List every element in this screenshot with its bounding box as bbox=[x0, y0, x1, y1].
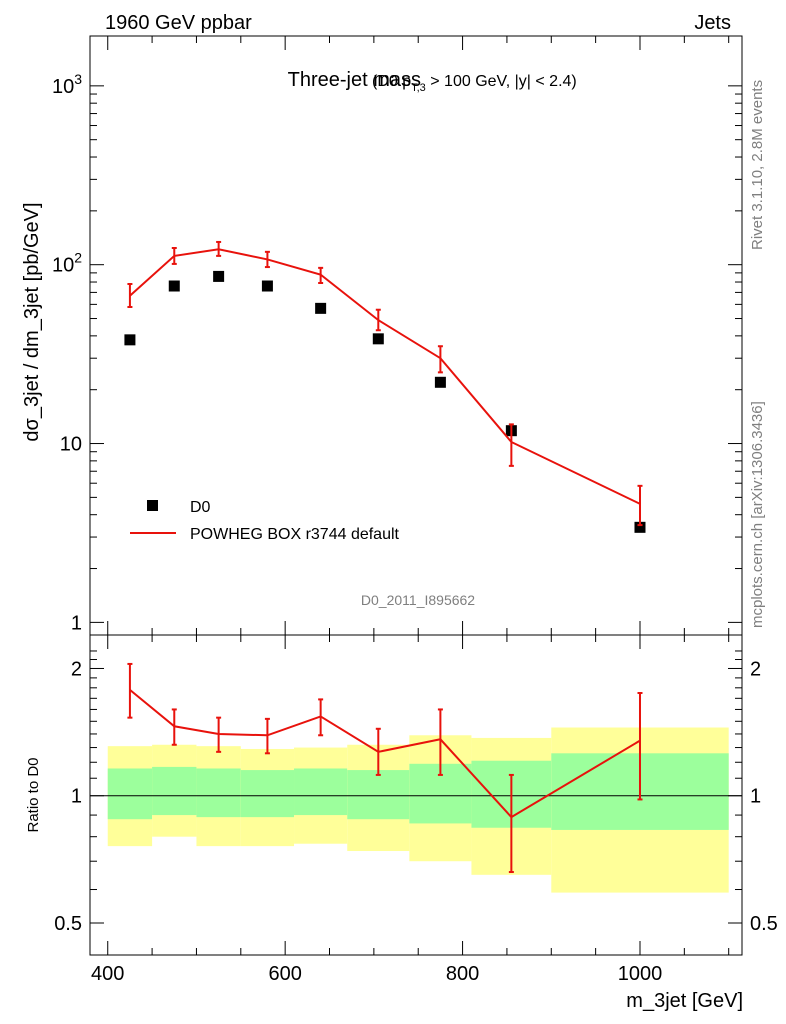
xtick-label-0: 400 bbox=[91, 963, 124, 985]
mcplots-label: mcplots.cern.ch [arXiv:1306.3436] bbox=[749, 401, 766, 628]
y-axis-label: dσ_3jet / dm_3jet [pb/GeV] bbox=[21, 202, 43, 441]
mc-line bbox=[129, 248, 641, 505]
ratio-ytick-label-r-2: 2 bbox=[750, 658, 761, 680]
main-ytick-label-3: 103 bbox=[52, 71, 82, 98]
data-point-3 bbox=[261, 280, 273, 292]
main-series bbox=[124, 240, 646, 533]
data-point-0 bbox=[124, 334, 136, 346]
data-point-2 bbox=[213, 270, 225, 282]
data-point-5 bbox=[372, 333, 384, 345]
mc-errorbar-4 bbox=[318, 266, 324, 285]
ratio-y-axis-label: Ratio to D0 bbox=[25, 757, 42, 832]
ticks bbox=[90, 36, 742, 955]
chart-subtitle-part-2: > 100 GeV, |y| < 2.4) bbox=[426, 73, 577, 90]
data-point-6 bbox=[434, 376, 446, 388]
data-point-1 bbox=[168, 280, 180, 292]
ratio-errorbar-2 bbox=[216, 716, 222, 753]
mc-errorbar-8 bbox=[637, 484, 643, 527]
band-inner-0 bbox=[107, 768, 153, 820]
ratio-frame bbox=[89, 634, 743, 956]
main-frame bbox=[89, 35, 743, 636]
legend-data-marker bbox=[147, 500, 158, 511]
band-inner-5 bbox=[347, 770, 410, 820]
chart-subtitle-subscript: T,3 bbox=[411, 82, 426, 94]
ratio-errorbar-0 bbox=[127, 662, 133, 719]
band-inner-2 bbox=[196, 768, 241, 818]
mc-errorbar-6 bbox=[437, 345, 443, 374]
ratio-ytick-label-r-0: 0.5 bbox=[750, 913, 778, 935]
x-axis-label: m_3jet [GeV] bbox=[626, 990, 743, 1012]
watermark: D0_2011_I895662 bbox=[361, 592, 475, 608]
mc-errorbar-5 bbox=[375, 308, 381, 332]
xtick-label-2: 800 bbox=[446, 963, 479, 985]
mc-errorbar-1 bbox=[171, 246, 177, 265]
ratio-ytick-label-r-1: 1 bbox=[750, 786, 761, 808]
mc-errorbar-0 bbox=[127, 282, 133, 309]
ratio-errorbar-3 bbox=[264, 717, 270, 755]
rivet-label: Rivet 3.1.10, 2.8M events bbox=[749, 80, 766, 250]
data-point-4 bbox=[315, 302, 327, 314]
mc-errorbar-2 bbox=[216, 240, 222, 257]
chart-title: Three-jet mass bbox=[288, 69, 421, 91]
legend: D0 POWHEG BOX r3744 default bbox=[130, 499, 400, 543]
main-ytick-label-1: 10 bbox=[60, 434, 82, 456]
band-inner-1 bbox=[152, 766, 197, 816]
ratio-ytick-label-l-1: 1 bbox=[71, 786, 82, 808]
ratio-bands bbox=[107, 727, 729, 893]
ratio-ytick-label-l-0: 0.5 bbox=[54, 913, 82, 935]
xtick-label-1: 600 bbox=[268, 963, 301, 985]
ratio-errorbar-4 bbox=[318, 698, 324, 737]
ratio-errorbar-7 bbox=[508, 773, 514, 874]
ratio-errorbar-5 bbox=[375, 727, 381, 776]
main-ytick-label-0: 1 bbox=[71, 612, 82, 634]
ratio-errorbar-8 bbox=[637, 691, 643, 801]
mc-errorbar-3 bbox=[264, 250, 270, 269]
mc-errorbar-7 bbox=[508, 423, 514, 467]
main-ytick-label-2: 102 bbox=[52, 250, 82, 277]
data-point-8 bbox=[634, 521, 646, 533]
ratio-ytick-label-l-2: 2 bbox=[71, 658, 82, 680]
band-inner-4 bbox=[294, 768, 348, 816]
header-left: 1960 GeV ppbar bbox=[105, 12, 252, 34]
chart-subtitle-part-1: (D0 p bbox=[372, 73, 411, 90]
chart-subtitle: (D0 pT,3 > 100 GeV, |y| < 2.4) bbox=[372, 73, 577, 94]
ratio-series bbox=[127, 662, 643, 874]
xtick-label-3: 1000 bbox=[618, 963, 663, 985]
header-right: Jets bbox=[694, 12, 731, 34]
ratio-errorbar-6 bbox=[437, 708, 443, 776]
legend-data-label: D0 bbox=[190, 499, 211, 516]
ratio-errorbar-1 bbox=[171, 708, 177, 746]
tick-labels: 1 10 102 103 0.5 0.5 1 1 2 2 400 600 800 1000 bbox=[52, 71, 778, 985]
band-inner-3 bbox=[240, 770, 295, 818]
legend-mc-label: POWHEG BOX r3744 default bbox=[190, 526, 400, 543]
